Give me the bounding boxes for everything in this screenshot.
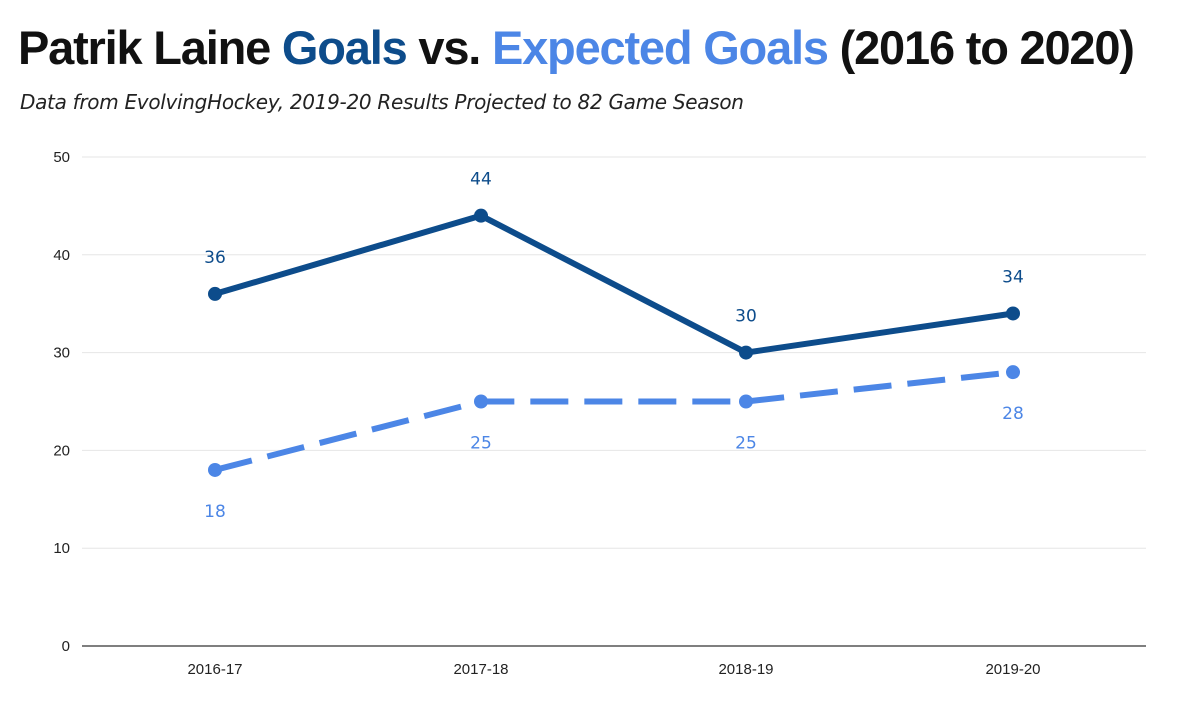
y-tick-label-20: 20	[53, 442, 70, 459]
chart-title: Patrik Laine Goals vs. Expected Goals (2…	[18, 18, 1135, 78]
title-vs: vs.	[406, 21, 492, 74]
series-layer	[208, 208, 1020, 477]
y-tick-label-50: 50	[53, 149, 70, 166]
data-point-goals-2017-18	[474, 208, 488, 223]
x-tick-label-2016-17: 2016-17	[187, 661, 242, 678]
x-axis: 2016-17 2017-18 2018-19 2019-20	[82, 645, 1146, 678]
data-label-expected-2016-17: 18	[204, 502, 226, 522]
title-player: Patrik Laine	[18, 21, 282, 74]
data-point-expected-2018-19	[739, 394, 753, 409]
data-labels: 36 44 30 34 18 25 25 28	[204, 170, 1024, 522]
data-label-goals-2017-18: 44	[470, 170, 492, 190]
y-axis: 0 10 20 30 40 50	[53, 149, 70, 655]
gridlines	[82, 156, 1146, 549]
x-tick-label-2018-19: 2018-19	[718, 661, 773, 678]
data-label-goals-2018-19: 30	[735, 307, 757, 327]
x-tick-label-2017-18: 2017-18	[453, 661, 508, 678]
data-point-expected-2017-18	[474, 394, 488, 409]
data-label-expected-2018-19: 25	[735, 434, 757, 454]
x-tick-label-2019-20: 2019-20	[985, 661, 1040, 678]
data-label-goals-2019-20: 34	[1002, 267, 1024, 287]
data-label-expected-2019-20: 28	[1002, 404, 1024, 424]
series-line-goals	[214, 212, 1014, 356]
y-tick-label-30: 30	[53, 345, 70, 362]
data-point-expected-2019-20	[1006, 365, 1020, 380]
data-point-expected-2016-17	[208, 462, 222, 477]
chart-subtitle: Data from EvolvingHockey, 2019-20 Result…	[20, 90, 744, 114]
data-label-expected-2017-18: 25	[470, 434, 492, 454]
data-point-goals-2016-17	[208, 286, 222, 301]
title-years: (2016 to 2020)	[827, 21, 1135, 74]
y-tick-label-10: 10	[53, 540, 70, 557]
title-expected-goals: Expected Goals	[491, 21, 829, 74]
data-point-goals-2018-19	[739, 345, 753, 360]
series-line-expected	[214, 369, 1014, 473]
y-tick-label-0: 0	[62, 638, 70, 655]
title-goals: Goals	[281, 21, 408, 74]
data-label-goals-2016-17: 36	[204, 248, 226, 268]
data-point-goals-2019-20	[1006, 306, 1020, 321]
y-tick-label-40: 40	[53, 247, 70, 264]
